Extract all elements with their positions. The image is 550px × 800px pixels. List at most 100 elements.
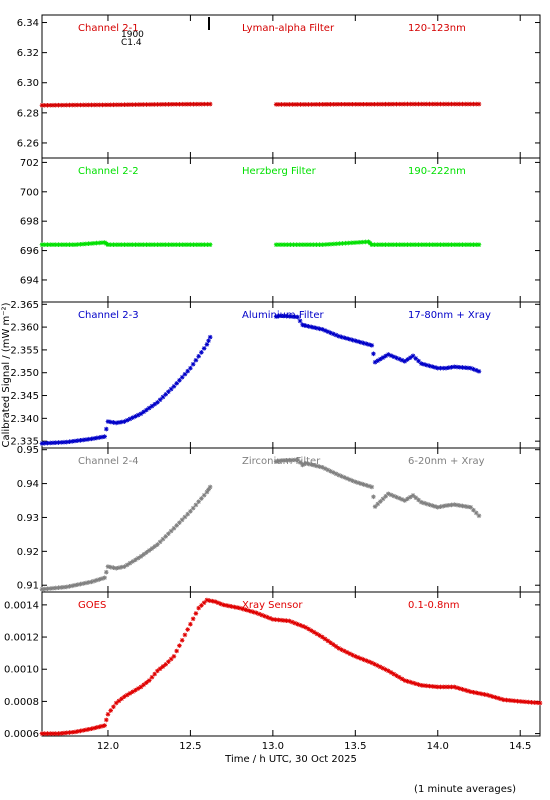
data-point (119, 102, 125, 108)
data-point (353, 479, 358, 485)
channel-2-3-series-1 (39, 334, 213, 446)
data-point (96, 240, 102, 246)
data-point (160, 394, 166, 400)
data-point (342, 335, 347, 341)
data-point (204, 489, 210, 495)
data-point (490, 694, 496, 699)
data-point (215, 600, 221, 606)
data-point (337, 241, 342, 246)
data-point (369, 660, 375, 666)
data-point (193, 357, 199, 363)
data-point (399, 242, 405, 247)
data-point (155, 102, 160, 107)
data-point (99, 723, 105, 729)
data-point (421, 242, 427, 247)
data-point (421, 101, 427, 107)
data-point (177, 378, 182, 383)
data-point (56, 731, 61, 736)
data-point (152, 242, 157, 247)
data-point (78, 581, 83, 587)
data-point (83, 437, 89, 442)
data-point (163, 662, 168, 667)
data-point (190, 361, 196, 367)
data-point (270, 617, 276, 622)
data-point (449, 242, 454, 247)
data-point (94, 240, 99, 246)
data-point (265, 614, 270, 620)
data-point (185, 368, 190, 374)
data-point (108, 102, 114, 108)
data-point (462, 365, 468, 370)
data-point (171, 242, 177, 247)
data-point (205, 101, 210, 107)
data-point (295, 102, 301, 107)
data-point (289, 457, 295, 463)
data-point (119, 419, 125, 425)
data-point (89, 726, 94, 732)
data-point (374, 101, 380, 107)
goes-xray-header-label: Xray Sensor (242, 600, 303, 611)
data-point (42, 242, 48, 247)
channel-2-2-header-label: Channel 2-2 (78, 166, 139, 177)
data-point (537, 700, 543, 706)
data-point (375, 501, 381, 507)
data-point (432, 684, 438, 689)
data-point (357, 240, 363, 245)
data-point (124, 417, 130, 423)
goes-xray-panel: 0.0006 0.0008 0.0010 0.0012 0.0014 GOES Xray S… (4, 591, 543, 740)
data-point (396, 101, 402, 107)
data-point (188, 242, 193, 247)
y-tick-label: 2.350 (10, 368, 39, 379)
data-point (281, 313, 287, 319)
data-point (86, 436, 92, 442)
channel-2-1-header-label: 120-123nm (408, 23, 466, 34)
data-point (53, 440, 59, 445)
data-point (113, 420, 119, 426)
data-point (282, 242, 288, 247)
data-point (380, 101, 386, 107)
data-point (53, 585, 59, 591)
data-point (462, 101, 468, 107)
data-point (174, 648, 179, 654)
data-point (196, 353, 201, 359)
data-point (89, 436, 94, 442)
data-point (405, 678, 410, 684)
data-point (75, 729, 81, 734)
data-point (366, 659, 372, 665)
data-point (309, 628, 314, 633)
y-tick-label: 0.93 (17, 513, 39, 524)
data-point (207, 598, 212, 603)
data-point (58, 731, 64, 736)
data-point (91, 436, 97, 441)
data-point (328, 241, 334, 247)
data-point (292, 102, 298, 107)
data-point (372, 359, 378, 365)
data-point (152, 544, 157, 549)
data-point (94, 577, 100, 583)
data-point (383, 353, 388, 359)
data-point (69, 242, 75, 247)
data-point (210, 598, 215, 604)
channel-2-2-series-1 (39, 240, 213, 247)
data-point (273, 242, 279, 247)
data-point (344, 476, 350, 481)
data-point (479, 691, 485, 697)
data-point (325, 638, 331, 644)
data-point (322, 636, 328, 642)
data-point (116, 565, 122, 571)
data-point (168, 656, 174, 662)
data-point (331, 241, 337, 247)
data-point (399, 357, 405, 363)
data-point (86, 580, 92, 585)
data-point (438, 242, 443, 247)
y-tick-label: 2.335 (10, 437, 39, 448)
data-point (135, 102, 141, 107)
y-tick-label: 696 (20, 246, 39, 257)
data-point (320, 465, 325, 470)
data-point (443, 503, 449, 508)
data-point (396, 495, 402, 501)
goes-xray-header-label: GOES (78, 600, 106, 611)
data-point (399, 101, 405, 107)
data-point (284, 618, 289, 623)
data-point (86, 102, 92, 108)
